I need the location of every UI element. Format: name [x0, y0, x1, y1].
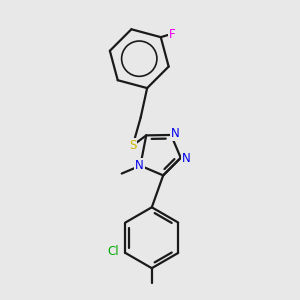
Text: F: F	[169, 28, 175, 41]
Text: S: S	[129, 139, 136, 152]
Text: N: N	[182, 152, 190, 165]
Text: Cl: Cl	[107, 245, 119, 258]
Text: N: N	[135, 159, 144, 172]
Text: N: N	[171, 127, 180, 140]
